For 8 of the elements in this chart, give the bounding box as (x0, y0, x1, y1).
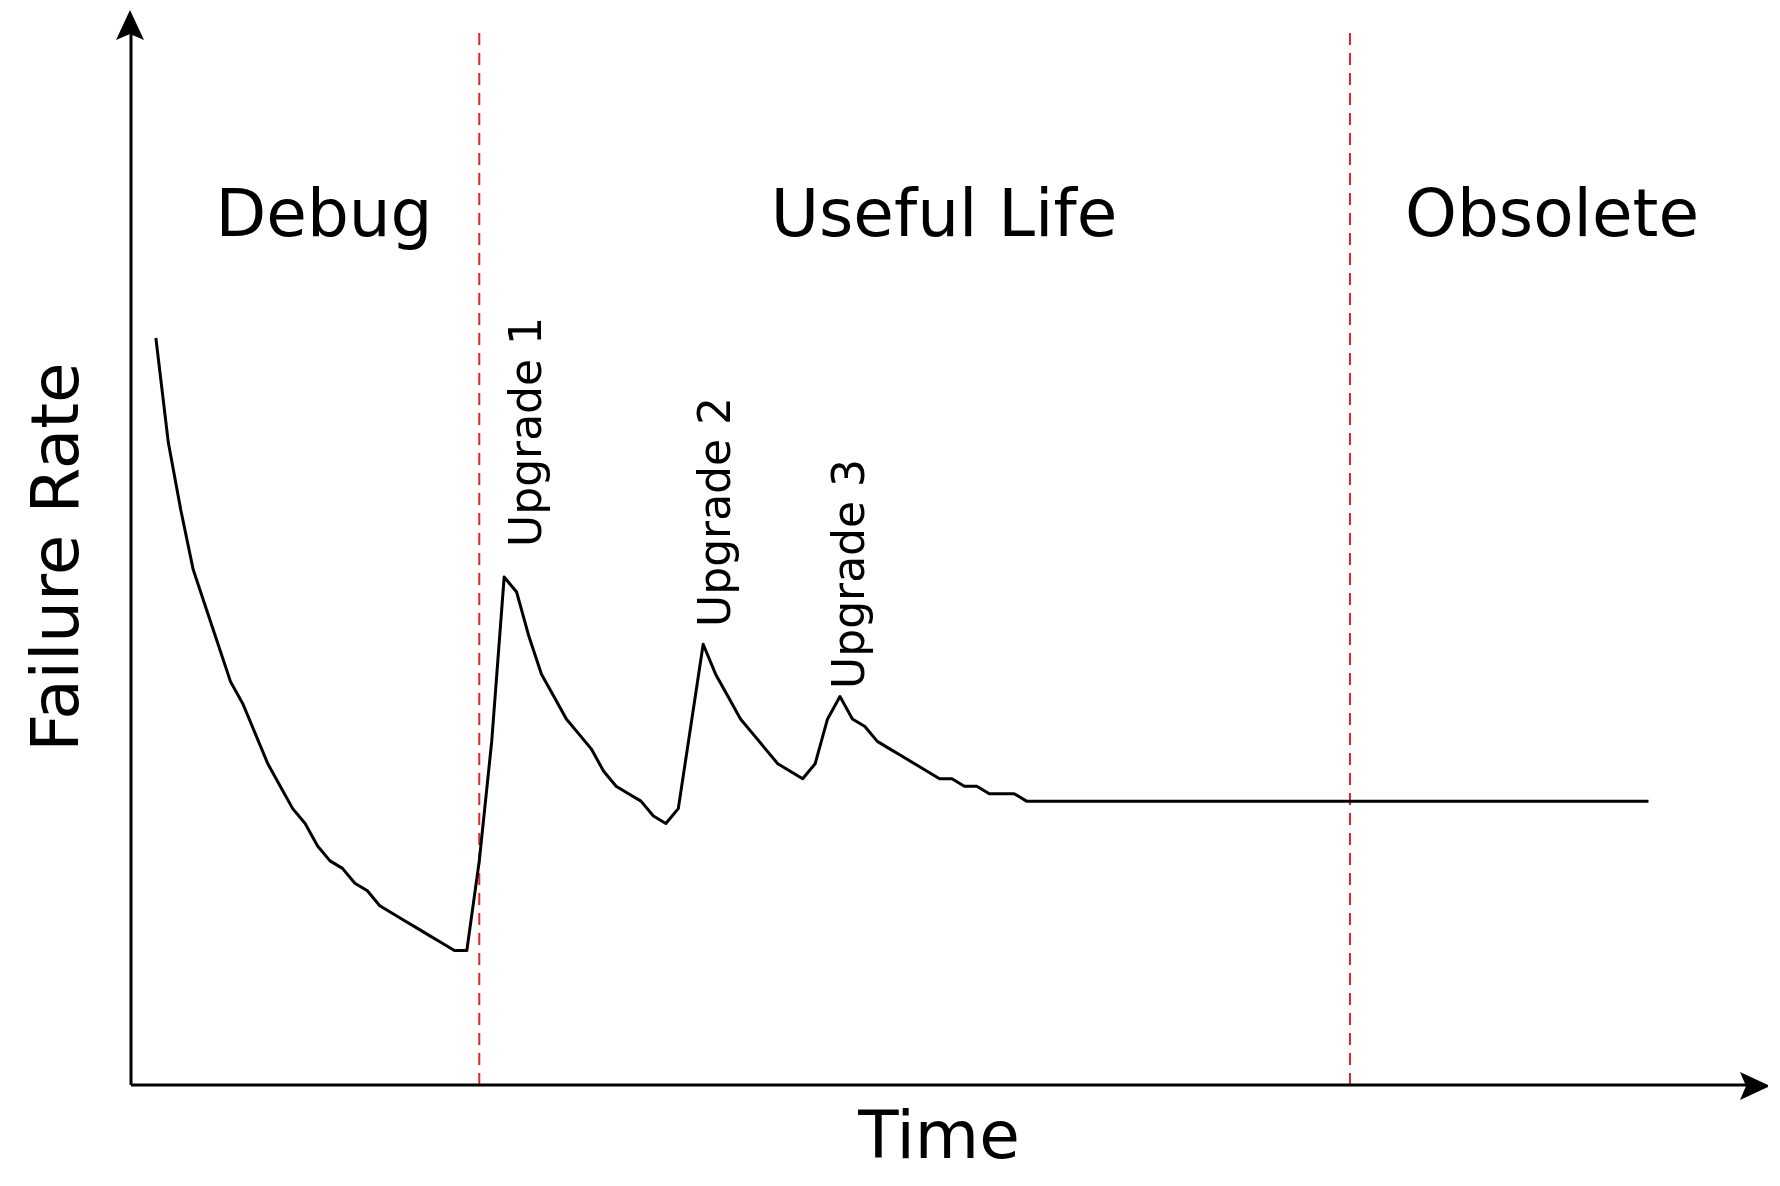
annotation: Upgrade 2 (689, 396, 740, 627)
x-axis-title: Time (857, 1097, 1020, 1174)
y-axis-title: Failure Rate (17, 362, 94, 752)
annotation: Upgrade 1 (500, 316, 551, 547)
text: Useful Life (770, 175, 1118, 253)
text: Obsolete (1404, 175, 1700, 253)
annotation: Upgrade 3 (823, 458, 874, 689)
text: Debug (215, 175, 433, 253)
